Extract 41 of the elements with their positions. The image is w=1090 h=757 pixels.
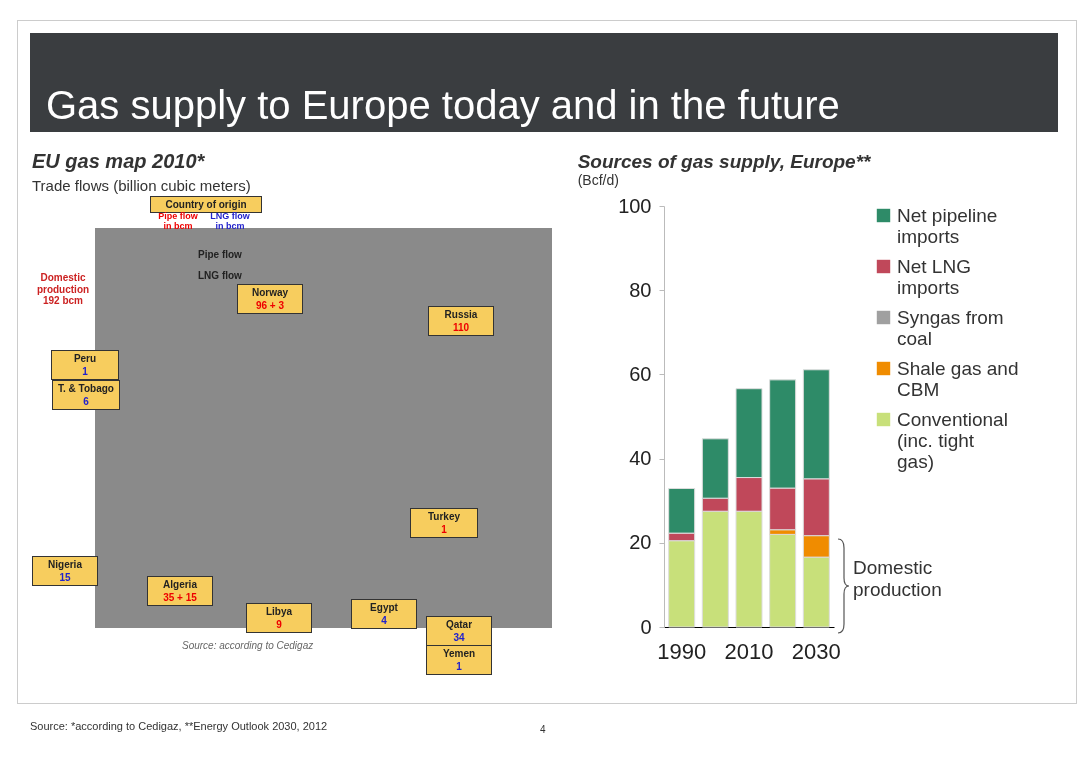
y-tick-label: 40 <box>629 447 652 470</box>
text: Country of origin <box>165 199 247 210</box>
text: Russia 110 <box>444 309 478 333</box>
text: Pipe flow in bcm <box>158 211 198 232</box>
text: Nigeria 15 <box>48 559 82 583</box>
source-note: Source: according to Cedigaz <box>182 640 314 651</box>
text: Algeria 35 + 15 <box>163 579 197 603</box>
text: Domestic production <box>853 557 943 601</box>
x-tick-label: 1990 <box>657 638 707 664</box>
legend-label: Net LNG imports <box>897 255 971 298</box>
text: EU gas map 2010* <box>32 150 205 173</box>
chart-title: Sources of gas supply, Europe** <box>577 151 873 172</box>
legend-label: Syngas from coal <box>897 306 1004 349</box>
legend-label: Conventional (inc. tight gas) <box>897 408 1008 472</box>
text: Egypt 4 <box>370 602 398 626</box>
text: Gas supply to Europe today and in the future <box>46 83 840 128</box>
legend-label: Net pipeline imports <box>897 204 998 247</box>
text: Peru 1 <box>73 353 97 377</box>
text: Pipe flow <box>198 249 242 260</box>
text: LNG flow <box>198 270 242 281</box>
y-tick-label: 20 <box>629 531 652 554</box>
text: 4 <box>540 724 546 735</box>
text: Libya 9 <box>265 606 293 630</box>
text: Trade flows (billion cubic meters) <box>32 177 251 194</box>
x-tick-label: 2030 <box>791 638 841 664</box>
y-tick-label: 0 <box>640 615 652 638</box>
text: Yemen 1 <box>442 648 476 672</box>
y-axis-title: (Bcf/d) <box>577 172 619 188</box>
text: Qatar 34 <box>445 619 473 643</box>
y-tick-label: 60 <box>629 362 652 385</box>
text: Turkey 1 <box>427 511 461 535</box>
legend-label: Shale gas and CBM <box>897 357 1019 400</box>
y-tick-label: 100 <box>618 194 652 217</box>
bar <box>769 533 797 628</box>
text: LNG flow in bcm <box>210 211 250 232</box>
text: Norway 96 + 3 <box>251 287 289 311</box>
x-tick-label: 2010 <box>724 638 774 664</box>
source-note: Source: *according to Cedigaz, **Energy Outlook 2030, 2012 <box>30 720 328 732</box>
text: Domestic production 192 bcm <box>36 272 90 306</box>
text: T. & Tobago 6 <box>58 383 114 407</box>
y-tick-label: 80 <box>629 278 652 301</box>
